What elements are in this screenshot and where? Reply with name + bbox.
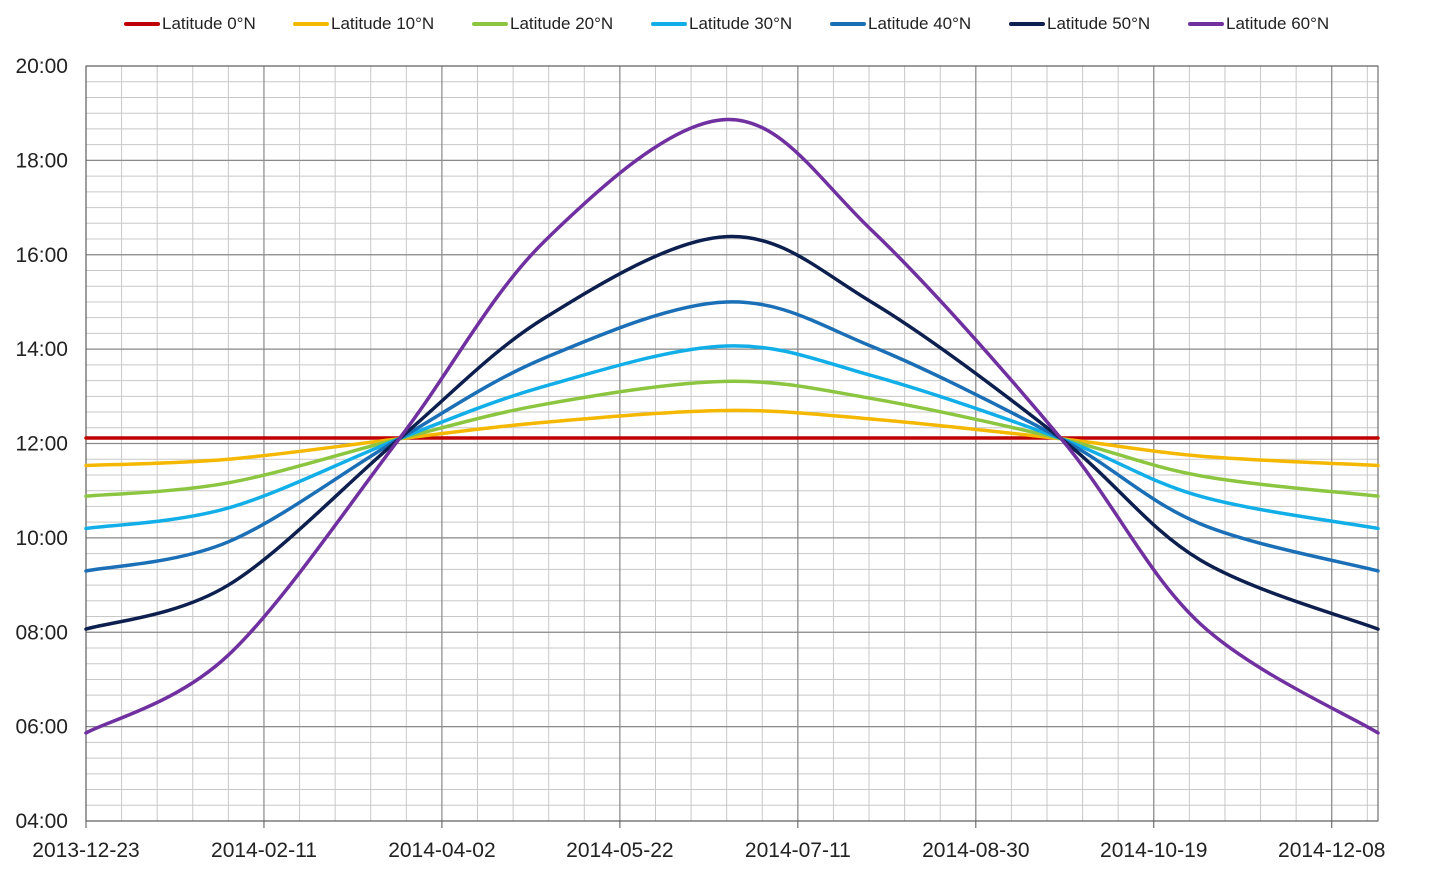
legend-swatch — [293, 22, 329, 26]
series-line-2 — [84, 379, 1380, 498]
legend-label: Latitude 20°N — [510, 14, 614, 33]
x-tick-label: 2014-07-11 — [745, 839, 851, 862]
y-tick-label: 18:00 — [15, 149, 68, 172]
x-tick-label: 2013-12-23 — [32, 839, 139, 862]
x-tick-label: 2014-02-11 — [211, 839, 317, 862]
legend-swatch — [1188, 22, 1224, 26]
x-tick-label: 2014-05-22 — [566, 839, 673, 862]
series-line-3 — [84, 344, 1380, 531]
y-tick-label: 04:00 — [15, 810, 68, 833]
legend: Latitude 0°N Latitude 10°N Latitude 20°N La… — [0, 14, 1456, 40]
legend-label: Latitude 40°N — [868, 14, 972, 33]
series-line-5 — [84, 234, 1380, 631]
x-tick-label: 2014-08-30 — [922, 839, 1029, 862]
y-tick-label: 08:00 — [15, 621, 68, 644]
legend-label: Latitude 50°N — [1047, 14, 1151, 33]
legend-label: Latitude 60°N — [1226, 14, 1330, 33]
legend-item: Latitude 50°N — [1009, 14, 1150, 34]
legend-label: Latitude 0°N — [162, 14, 256, 33]
y-tick-label: 06:00 — [15, 716, 68, 739]
series-line-4 — [84, 300, 1380, 573]
y-tick-label: 12:00 — [15, 433, 68, 456]
legend-swatch — [472, 22, 508, 26]
legend-item: Latitude 60°N — [1188, 14, 1329, 34]
x-tick-label: 2014-04-02 — [388, 839, 495, 862]
y-tick-label: 14:00 — [15, 338, 68, 361]
legend-swatch — [1009, 22, 1045, 26]
y-tick-label: 20:00 — [15, 55, 68, 78]
series-line-6 — [84, 117, 1380, 735]
legend-label: Latitude 10°N — [331, 14, 435, 33]
plot-border — [85, 65, 1379, 822]
legend-swatch — [124, 22, 160, 26]
legend-item: Latitude 20°N — [472, 14, 613, 34]
y-tick-label: 10:00 — [15, 527, 68, 550]
legend-item: Latitude 40°N — [830, 14, 971, 34]
series-line-1 — [84, 408, 1380, 468]
legend-item: Latitude 0°N — [124, 14, 256, 34]
y-tick-label: 16:00 — [15, 244, 68, 267]
x-tick-label: 2014-12-08 — [1278, 839, 1385, 862]
legend-item: Latitude 30°N — [651, 14, 792, 34]
legend-swatch — [830, 22, 866, 26]
x-tick-label: 2014-10-19 — [1100, 839, 1207, 862]
legend-label: Latitude 30°N — [689, 14, 793, 33]
legend-swatch — [651, 22, 687, 26]
legend-item: Latitude 10°N — [293, 14, 434, 34]
